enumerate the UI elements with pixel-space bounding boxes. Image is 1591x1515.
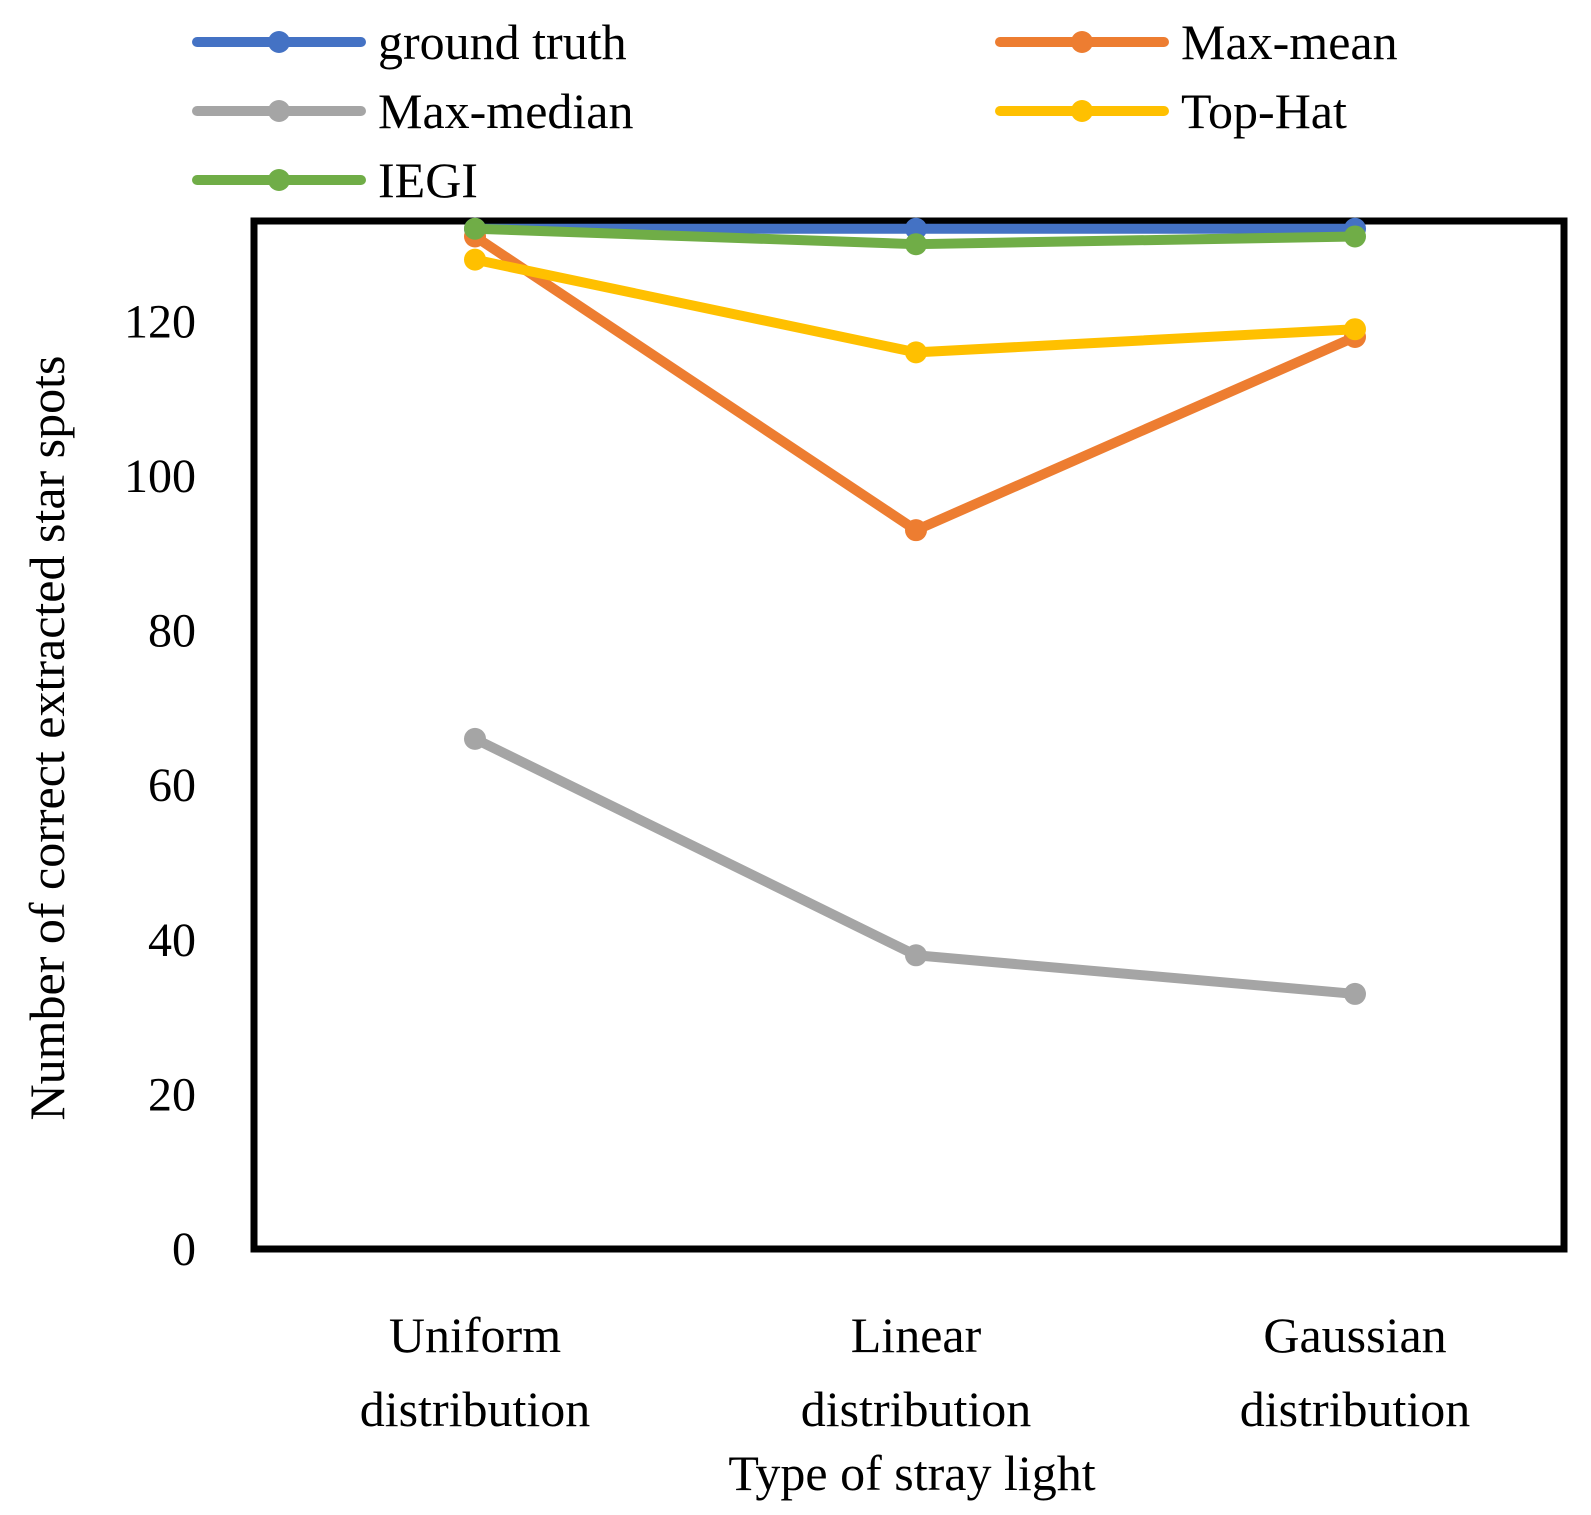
- legend: ground truth Max-mean Max-median Top-Hat IEG…: [192, 14, 1398, 208]
- x-category-label: Uniform: [389, 1307, 561, 1363]
- x-category-label: Linear: [851, 1307, 982, 1363]
- plot-area-frame: [250, 217, 1568, 1253]
- x-category-label: distribution: [1240, 1381, 1471, 1437]
- series-layer: [464, 217, 1366, 1005]
- legend-swatch-marker: [1071, 31, 1093, 53]
- legend-item: Top-Hat: [995, 83, 1347, 139]
- x-category-label: distribution: [360, 1381, 591, 1437]
- y-tick-label: 0: [172, 1223, 196, 1276]
- legend-swatch-marker: [268, 100, 290, 122]
- series-max-mean: [464, 225, 1366, 542]
- data-point: [905, 944, 927, 967]
- y-tick-label: 100: [124, 450, 196, 503]
- data-point: [464, 248, 486, 271]
- x-axis-title: Type of stray light: [728, 1445, 1095, 1501]
- data-point: [1344, 318, 1366, 341]
- x-category-label: distribution: [801, 1381, 1032, 1437]
- legend-item: Max-mean: [995, 14, 1398, 70]
- data-point: [905, 519, 927, 542]
- legend-label: ground truth: [378, 14, 627, 70]
- legend-label: Top-Hat: [1181, 83, 1347, 139]
- y-tick-label: 20: [148, 1068, 196, 1121]
- x-category-label: Gaussian: [1263, 1307, 1446, 1363]
- series-line: [470, 231, 1360, 536]
- legend-item: ground truth: [192, 14, 627, 70]
- data-point: [464, 217, 486, 240]
- data-point: [905, 233, 927, 256]
- y-tick-label: 40: [148, 914, 196, 967]
- legend-swatch-marker: [268, 169, 290, 191]
- legend-item: IEGI: [192, 152, 478, 208]
- legend-item: Max-median: [192, 83, 633, 139]
- legend-swatch-marker: [268, 31, 290, 53]
- series-max-median: [464, 727, 1366, 1005]
- legend-label: IEGI: [378, 152, 478, 208]
- x-axis-category-labels: Uniform distribution Linear distribution Gau…: [360, 1307, 1471, 1437]
- y-tick-label: 60: [148, 759, 196, 812]
- data-point: [1344, 982, 1366, 1005]
- y-tick-label: 80: [148, 605, 196, 658]
- legend-label: Max-median: [378, 83, 633, 139]
- series-line: [470, 254, 1360, 358]
- data-point: [464, 727, 486, 750]
- legend-swatch-marker: [1071, 100, 1093, 122]
- y-tick-label: 120: [124, 295, 196, 348]
- y-axis-title: Number of correct extracted star spots: [19, 356, 75, 1121]
- series-iegi: [464, 217, 1366, 256]
- series-top-hat: [464, 248, 1366, 364]
- legend-label: Max-mean: [1181, 14, 1398, 70]
- data-point: [905, 341, 927, 364]
- y-axis-tick-labels: 0 20 40 60 80 100 120: [124, 295, 196, 1276]
- data-point: [1344, 225, 1366, 248]
- data-point: [905, 217, 927, 240]
